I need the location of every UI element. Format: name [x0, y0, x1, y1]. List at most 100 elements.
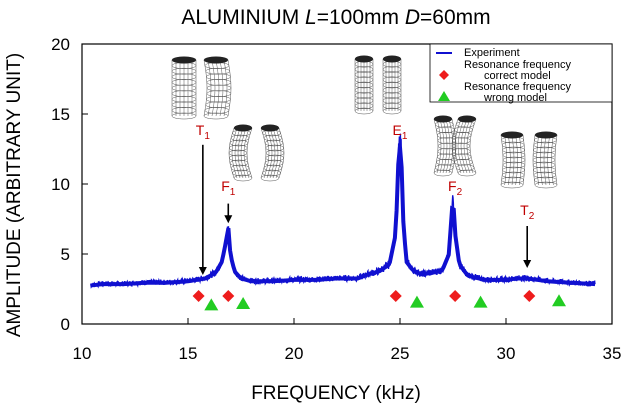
mesh-line [240, 127, 247, 179]
y-axis-title: AMPLITUDE (ARBITRARY UNIT) [4, 53, 25, 337]
mesh-line [445, 118, 451, 174]
y-tick-label: 0 [61, 315, 70, 334]
mesh-line [237, 127, 244, 179]
annotation-arrowhead [198, 267, 207, 275]
mode-subscript: 1 [402, 131, 408, 142]
legend-label: wrong model [483, 92, 547, 104]
y-tick-label: 10 [51, 175, 70, 194]
legend-label: Experiment [464, 47, 520, 59]
mode-shape-icon [228, 124, 253, 182]
mode-label-E1: E1 [393, 122, 408, 142]
title-part: L [299, 6, 317, 29]
mode-letter: T [196, 122, 205, 138]
mode-letter: E [393, 122, 402, 138]
mesh-line [246, 127, 253, 179]
mesh-cap [355, 55, 373, 63]
mode-subscript: 2 [457, 187, 463, 198]
correct-model-point [523, 290, 536, 302]
mesh-cap [458, 115, 476, 123]
mode-shape-icon [451, 115, 477, 177]
mesh-cap [501, 131, 523, 139]
mesh-cap [234, 124, 252, 132]
correct-model-point [389, 290, 402, 302]
mesh-cap [383, 55, 401, 63]
mesh-line [500, 134, 504, 186]
markers-layer [192, 290, 566, 311]
correct-model-point [192, 290, 205, 302]
mesh-line [522, 134, 526, 186]
wrong-model-point [552, 294, 566, 307]
mesh-line [215, 59, 220, 117]
y-axis: 0 5 10 15 20 [51, 35, 88, 334]
mesh-line [234, 127, 241, 179]
mode-shape-icon [203, 56, 232, 120]
mode-shape-icon [354, 55, 374, 115]
mesh-line [278, 127, 285, 179]
legend-box [429, 43, 613, 103]
mesh-line [269, 127, 276, 179]
mesh-line [457, 118, 465, 174]
mesh-cap [434, 115, 452, 123]
mesh-line [442, 118, 448, 174]
mesh-line [272, 127, 279, 179]
mesh-line [451, 118, 457, 174]
mesh-line [203, 59, 208, 117]
mesh-line [266, 127, 273, 179]
mesh-line [275, 127, 282, 179]
mesh-line [454, 118, 462, 174]
mesh-line [433, 118, 439, 174]
wrong-model-point [473, 295, 488, 308]
mesh-cap [535, 131, 557, 139]
mode-subscript: 1 [204, 131, 210, 142]
mode-letter: F [221, 178, 230, 194]
mesh-line [543, 134, 547, 186]
x-tick-label: 30 [497, 344, 516, 363]
mode-label-T2: T2 [520, 202, 535, 222]
series-layer [90, 133, 596, 289]
correct-model-point [222, 290, 235, 302]
series-experiment-band [90, 146, 596, 288]
mesh-cap [204, 56, 228, 64]
mode-label-F2: F2 [448, 178, 463, 198]
wrong-model-point [236, 297, 251, 309]
mode-subscript: 2 [529, 211, 535, 222]
mode-label-F1: F1 [221, 178, 236, 198]
x-axis: 10 15 20 25 30 35 [73, 318, 621, 363]
mesh-cap [261, 124, 279, 132]
mesh-line [466, 118, 474, 174]
mesh-line [554, 134, 558, 186]
mode-shape-icon [260, 124, 285, 182]
title-part: D [399, 6, 420, 29]
title-part: ALUMINIUM [181, 6, 299, 29]
correct-model-point [449, 290, 462, 302]
x-tick-label: 10 [73, 344, 92, 363]
legend-label: Resonance frequency [464, 59, 572, 71]
mesh-line [439, 118, 445, 174]
y-tick-label: 5 [61, 245, 70, 264]
mesh-line [211, 59, 216, 117]
mesh-line [448, 118, 454, 174]
mesh-line [460, 118, 468, 174]
mesh-line [536, 134, 539, 186]
y-tick-label: 20 [51, 35, 70, 54]
title-part: =100mm [317, 6, 399, 29]
mesh-line [451, 118, 459, 174]
mode-label-T1: T1 [196, 122, 211, 142]
mesh-line [463, 118, 471, 174]
legend-label: Resonance frequency [464, 81, 572, 93]
mesh-line [223, 59, 228, 117]
legend-triangle-symbol [438, 91, 450, 101]
chart-title: ALUMINIUM L=100mm D=60mm [181, 6, 490, 29]
mesh-line [511, 134, 515, 186]
wrong-model-point [204, 298, 219, 311]
x-axis-title: FREQUENCY (kHz) [251, 383, 421, 404]
mesh-line [263, 127, 270, 179]
mesh-cap [172, 56, 196, 64]
mesh-line [227, 59, 232, 117]
y-tick-label: 15 [51, 105, 70, 124]
mesh-line [260, 127, 267, 179]
mode-shape-icon [500, 131, 526, 189]
